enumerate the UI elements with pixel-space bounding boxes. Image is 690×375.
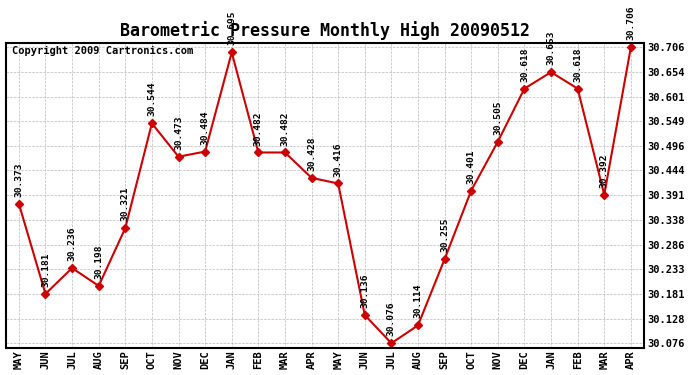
Text: 30.618: 30.618 — [520, 47, 529, 82]
Text: 30.255: 30.255 — [440, 217, 449, 252]
Text: 30.401: 30.401 — [466, 149, 475, 184]
Text: Copyright 2009 Cartronics.com: Copyright 2009 Cartronics.com — [12, 46, 193, 56]
Text: 30.473: 30.473 — [174, 115, 183, 150]
Text: 30.416: 30.416 — [334, 142, 343, 177]
Text: 30.505: 30.505 — [493, 100, 502, 135]
Text: 30.695: 30.695 — [227, 11, 236, 45]
Text: 30.114: 30.114 — [413, 284, 422, 318]
Text: 30.136: 30.136 — [360, 274, 369, 308]
Text: 30.484: 30.484 — [201, 110, 210, 145]
Text: 30.181: 30.181 — [41, 252, 50, 287]
Text: 30.198: 30.198 — [95, 244, 103, 279]
Title: Barometric Pressure Monthly High 20090512: Barometric Pressure Monthly High 2009051… — [120, 21, 530, 40]
Text: 30.482: 30.482 — [280, 111, 289, 146]
Text: 30.373: 30.373 — [14, 162, 23, 197]
Text: 30.706: 30.706 — [627, 6, 635, 40]
Text: 30.321: 30.321 — [121, 187, 130, 221]
Text: 30.482: 30.482 — [254, 111, 263, 146]
Text: 30.618: 30.618 — [573, 47, 582, 82]
Text: 30.392: 30.392 — [600, 153, 609, 188]
Text: 30.544: 30.544 — [148, 82, 157, 116]
Text: 30.076: 30.076 — [387, 302, 396, 336]
Text: 30.236: 30.236 — [68, 226, 77, 261]
Text: 30.653: 30.653 — [546, 31, 555, 65]
Text: 30.428: 30.428 — [307, 136, 316, 171]
